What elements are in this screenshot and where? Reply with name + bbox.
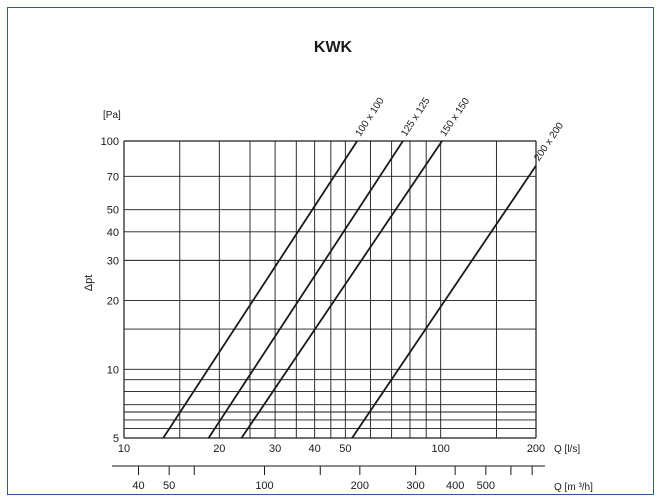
x-tick-label: 50 <box>339 443 351 455</box>
secondary-tick-label: 200 <box>351 480 369 492</box>
series-line <box>162 140 358 439</box>
x-tick-label: 100 <box>431 443 449 455</box>
y-tick-label: 20 <box>107 296 119 308</box>
series-label: 150 x 150 <box>438 96 472 139</box>
x-tick-label: 30 <box>269 443 281 455</box>
y-unit-label: [Pa] <box>103 110 121 121</box>
x-tick-label: 20 <box>213 443 225 455</box>
chart-title: KWK <box>314 39 353 56</box>
x-tick-label: 10 <box>118 443 130 455</box>
x-tick-label: 40 <box>309 443 321 455</box>
series-line <box>240 140 443 439</box>
y-axis-label: Δpt <box>83 275 95 292</box>
series-line <box>351 165 537 439</box>
secondary-tick-label: 50 <box>163 480 175 492</box>
y-tick-label: 100 <box>101 136 119 148</box>
series-label: 100 x 100 <box>353 95 386 138</box>
secondary-tick-label: 100 <box>255 480 273 492</box>
secondary-unit-label: Q [m ³/h] <box>554 482 593 493</box>
series-label: 200 x 200 <box>532 120 566 163</box>
secondary-tick-label: 300 <box>406 480 424 492</box>
x-unit-label: Q [l/s] <box>554 444 580 455</box>
y-tick-label: 10 <box>107 364 119 376</box>
y-tick-label: 70 <box>107 171 119 183</box>
series-line <box>207 140 404 439</box>
secondary-tick-label: 500 <box>477 480 495 492</box>
secondary-tick-label: 40 <box>132 480 144 492</box>
x-tick-label: 200 <box>527 443 545 455</box>
y-tick-label: 40 <box>107 227 119 239</box>
y-tick-label: 5 <box>113 433 119 445</box>
series-label: 125 x 125 <box>399 95 432 138</box>
y-tick-label: 30 <box>107 255 119 267</box>
secondary-tick-label: 400 <box>446 480 464 492</box>
y-tick-label: 50 <box>107 205 119 217</box>
